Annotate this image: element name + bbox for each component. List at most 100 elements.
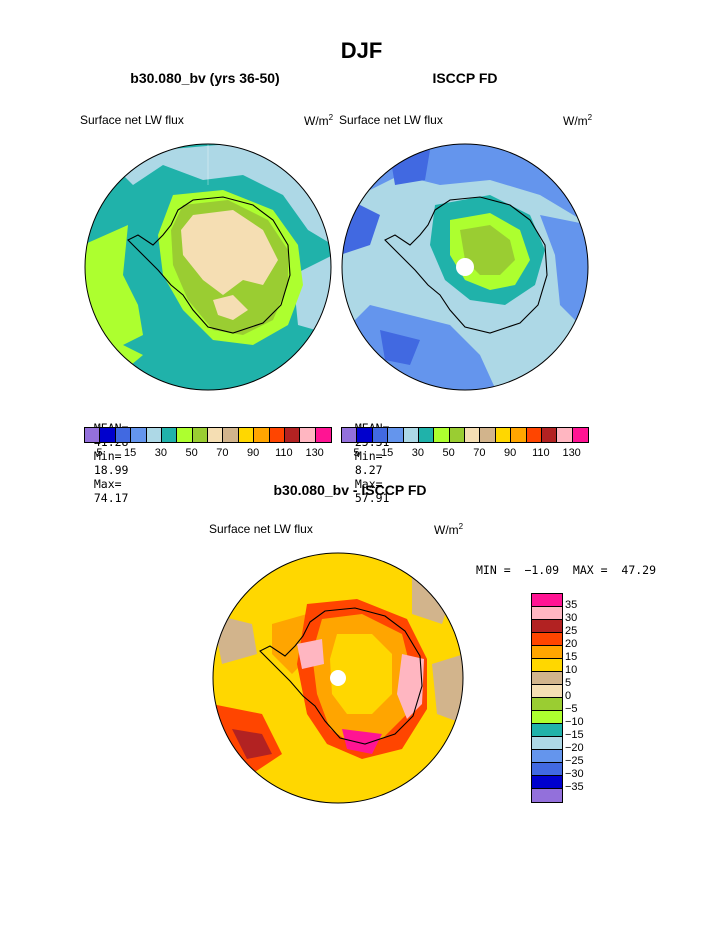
diff-units-sup: 2 [458,522,464,531]
colorbar-tick-label: 20 [565,638,578,650]
panel-1-variable-label: Surface net LW flux [80,113,184,127]
colorbar-swatch [532,698,562,711]
colorbar-observations [341,427,589,443]
colorbar-swatch [85,428,101,442]
colorbar-swatch [161,428,178,442]
page-title: DJF [340,38,383,63]
colorbar-tick-label: 130 [562,447,581,459]
panel-2-title: ISCCP FD [432,70,498,86]
panel-1-stats: MEAN= 41.28 Min= 18.99 Max= 74.17 [80,407,129,505]
diff-minmax: MIN = −1.09 MAX = 47.29 [476,563,657,577]
panel-1-min-label: Min= [93,449,122,463]
panel-1-min: 18.99 [93,463,129,477]
panel-2-units-text: W/m [563,114,588,128]
panel-2-min-label: Min= [354,449,383,463]
colorbar-swatch [532,607,562,620]
colorbar-tick-label: 5 [353,447,360,459]
colorbar-swatch [532,685,562,698]
panel-1-max: 74.17 [93,491,129,505]
colorbar-swatch [131,428,147,442]
colorbar-tick-label: 130 [305,447,324,459]
panel-2-units: W/m2 [563,113,592,128]
colorbar-swatch [449,428,465,442]
colorbar-tick-label: −30 [565,768,584,780]
colorbar-tick-label: 30 [411,447,424,459]
map-model [84,143,332,391]
colorbar-difference [531,593,563,803]
colorbar-tick-label: 110 [532,447,550,459]
colorbar-tick-label: 10 [565,664,578,676]
colorbar-swatch [480,428,496,442]
colorbar-swatch [388,428,404,442]
panel-2-max-label: Max= [354,477,383,491]
colorbar-tick-label: −15 [565,729,584,741]
colorbar-swatch [532,646,562,659]
panel-1-max-label: Max= [93,477,122,491]
colorbar-swatch [572,428,588,442]
colorbar-swatch [269,428,285,442]
colorbar-tick-label: 5 [96,447,103,459]
colorbar-swatch [372,428,389,442]
panel-2-min: 8.27 [354,463,383,477]
colorbar-tick-label: 70 [473,447,486,459]
colorbar-swatch [532,620,562,633]
colorbar-swatch [208,428,224,442]
colorbar-swatch [284,428,301,442]
colorbar-tick-label: −25 [565,755,584,767]
panel-2-variable-label: Surface net LW flux [339,113,443,127]
colorbar-swatch [357,428,373,442]
colorbar-swatch [300,428,316,442]
colorbar-swatch [532,750,562,763]
colorbar-swatch [532,672,562,685]
colorbar-tick-label: 15 [565,651,578,663]
colorbar-swatch [100,428,116,442]
diff-units: W/m2 [434,522,463,537]
diff-variable-label: Surface net LW flux [209,522,313,536]
colorbar-tick-label: 90 [247,447,260,459]
colorbar-tick-label: −20 [565,742,584,754]
panel-1-units-sup: 2 [328,113,334,122]
colorbar-tick-label: 0 [565,690,572,702]
colorbar-swatch [146,428,162,442]
colorbar-tick-label: −35 [565,781,584,793]
colorbar-tick-label: −10 [565,716,584,728]
colorbar-tick-label: 15 [124,447,137,459]
diff-panel-title: b30.080_bv - ISCCP FD [273,482,427,498]
colorbar-tick-label: 50 [185,447,198,459]
colorbar-swatch [532,724,562,737]
colorbar-swatch [238,428,255,442]
panel-1-units-text: W/m [304,114,329,128]
colorbar-swatch [403,428,419,442]
map-difference [212,552,464,804]
colorbar-tick-label: 35 [565,599,578,611]
colorbar-swatch [192,428,208,442]
colorbar-swatch [532,789,562,802]
colorbar-swatch [465,428,481,442]
colorbar-swatch [115,428,132,442]
colorbar-tick-label: 15 [381,447,394,459]
panel-1-units: W/m2 [304,113,333,128]
colorbar-swatch [532,776,562,789]
colorbar-tick-label: 25 [565,625,578,637]
colorbar-swatch [223,428,239,442]
colorbar-swatch [177,428,193,442]
colorbar-swatch [342,428,358,442]
colorbar-swatch [532,633,562,646]
diff-units-text: W/m [434,523,459,537]
colorbar-tick-label: 70 [216,447,229,459]
colorbar-swatch [315,428,331,442]
panel-2-max: 57.91 [354,491,390,505]
colorbar-swatch [541,428,558,442]
colorbar-tick-label: 30 [154,447,167,459]
panel-1-title: b30.080_bv (yrs 36-50) [130,70,280,86]
colorbar-swatch [434,428,450,442]
colorbar-swatch [557,428,573,442]
colorbar-tick-label: 90 [504,447,517,459]
colorbar-tick-label: 110 [275,447,293,459]
colorbar-swatch [532,763,562,776]
colorbar-swatch [532,659,562,672]
colorbar-tick-label: 30 [565,612,578,624]
colorbar-swatch [418,428,435,442]
colorbar-tick-label: 50 [442,447,455,459]
colorbar-tick-label: 5 [565,677,572,689]
